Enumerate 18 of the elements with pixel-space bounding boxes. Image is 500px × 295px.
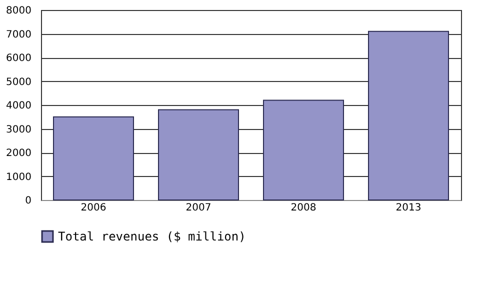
bar — [158, 109, 239, 200]
y-tick-label: 5000 — [6, 76, 32, 88]
y-tick-label: 6000 — [6, 53, 32, 64]
x-tick-label: 2006 — [80, 202, 106, 214]
bar — [368, 30, 449, 200]
legend-label: Total revenues ($ million) — [58, 230, 246, 244]
y-tick-label: 2000 — [6, 148, 32, 159]
y-tick-label: 4000 — [6, 100, 32, 112]
y-tick-label: 3000 — [6, 124, 32, 136]
y-tick-label: 7000 — [6, 29, 32, 40]
y-tick-label: 0 — [25, 196, 32, 206]
bar — [263, 100, 344, 200]
y-tick-label: 8000 — [6, 6, 32, 16]
y-tick-label: 1000 — [6, 172, 32, 183]
x-tick-label: 2008 — [290, 202, 316, 214]
x-tick-label: 2013 — [396, 202, 422, 214]
x-tick-label: 2007 — [186, 202, 212, 214]
bar — [53, 116, 134, 200]
